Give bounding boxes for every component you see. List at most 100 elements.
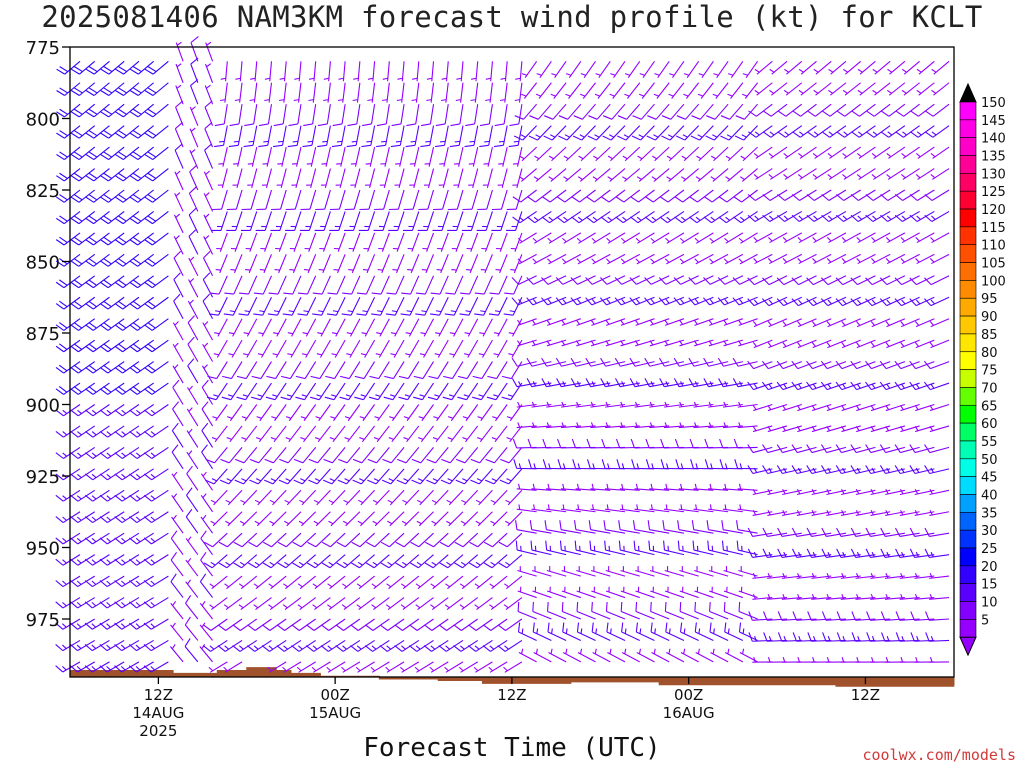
barb-half-flag [173,493,178,499]
barb-flag [317,123,328,127]
barb-half-flag [742,93,748,97]
wind-barb [174,121,184,148]
wind-barb [541,378,567,388]
barb-staff [504,82,508,103]
barb-staff [579,189,596,203]
barb-half-flag [797,237,802,242]
barb-staff [357,618,375,631]
barb-flag [132,322,141,329]
wind-barb [734,459,758,470]
wind-barb [99,318,125,331]
barb-staff [93,232,110,246]
wind-barb [813,60,832,75]
barb-flag [658,297,666,306]
barb-staff [203,214,214,234]
barb-staff [314,597,331,611]
barb-staff [376,425,390,443]
wind-barb [185,595,199,620]
barb-flag [100,260,109,267]
wind-barb [367,82,376,103]
barb-half-flag [430,583,436,588]
wind-barb [312,275,331,295]
wind-barb [202,342,214,362]
wind-barb [469,532,493,548]
barb-staff [283,61,287,82]
wind-barb [607,648,626,663]
barb-half-flag [386,583,392,588]
barb-staff [249,211,258,231]
barb-staff [744,82,759,99]
wind-barb [371,575,390,590]
wind-barb [308,447,331,464]
barb-half-flag [343,561,349,566]
barb-staff [754,275,773,286]
barb-half-flag [752,510,757,516]
barb-flag [791,381,799,390]
barb-staff [712,168,729,182]
barb-staff [282,104,287,125]
barb-half-flag [610,73,616,76]
barb-staff [537,103,552,120]
barb-half-flag [372,520,378,525]
barb-staff [680,253,699,265]
barb-staff [172,322,184,341]
barb-flag [648,540,651,551]
wind-barb [533,168,552,182]
barb-flag [709,622,712,633]
wind-barb [635,586,655,599]
barb-half-flag [344,416,351,419]
barb-half-flag [214,332,220,335]
wind-barb [590,339,611,347]
wind-barb [284,511,302,527]
barb-staff [170,624,184,641]
wind-barb [813,82,832,96]
wind-barb [203,554,228,569]
barb-half-flag [769,215,774,220]
barb-staff [800,82,817,96]
wind-barb [659,189,685,203]
barb-half-flag [400,583,406,588]
barb-flag [187,315,195,324]
barb-staff [122,275,140,289]
barb-staff [359,532,375,548]
barb-half-flag [293,99,299,102]
barb-flag [644,216,654,224]
barb-staff [256,532,272,548]
barb-half-flag [782,237,788,242]
barb-half-flag [402,499,408,504]
barb-half-flag [387,561,393,566]
barb-flag [806,298,814,306]
wind-barb [324,382,346,401]
barb-staff [355,125,361,146]
barb-half-flag [150,580,156,585]
barb-half-flag [345,394,352,397]
barb-half-flag [327,645,333,650]
barb-staff [242,489,258,506]
wind-barb [798,60,817,75]
barb-flag [602,115,613,120]
wind-barb [206,382,228,401]
barb-half-flag [415,604,421,609]
barb-staff [186,473,199,491]
wind-barb [333,254,346,274]
barb-staff [635,296,655,306]
barb-half-flag [605,422,609,428]
wind-barb [394,168,405,189]
wind-barb [604,540,626,556]
wind-barb [791,275,817,286]
barb-half-flag [389,416,395,419]
wind-barb [575,504,596,513]
wind-barb [575,339,596,347]
barb-half-flag [283,583,289,588]
barb-staff [695,275,714,285]
barb-half-flag [478,394,484,397]
wind-barb [586,459,611,470]
barb-half-flag [727,93,733,97]
barb-flag [70,452,79,459]
wind-barb [605,253,626,265]
barb-flag [277,562,287,569]
barb-flag [282,313,293,316]
barb-staff [64,60,81,75]
wind-barb [328,511,346,527]
wind-barb [511,357,537,367]
